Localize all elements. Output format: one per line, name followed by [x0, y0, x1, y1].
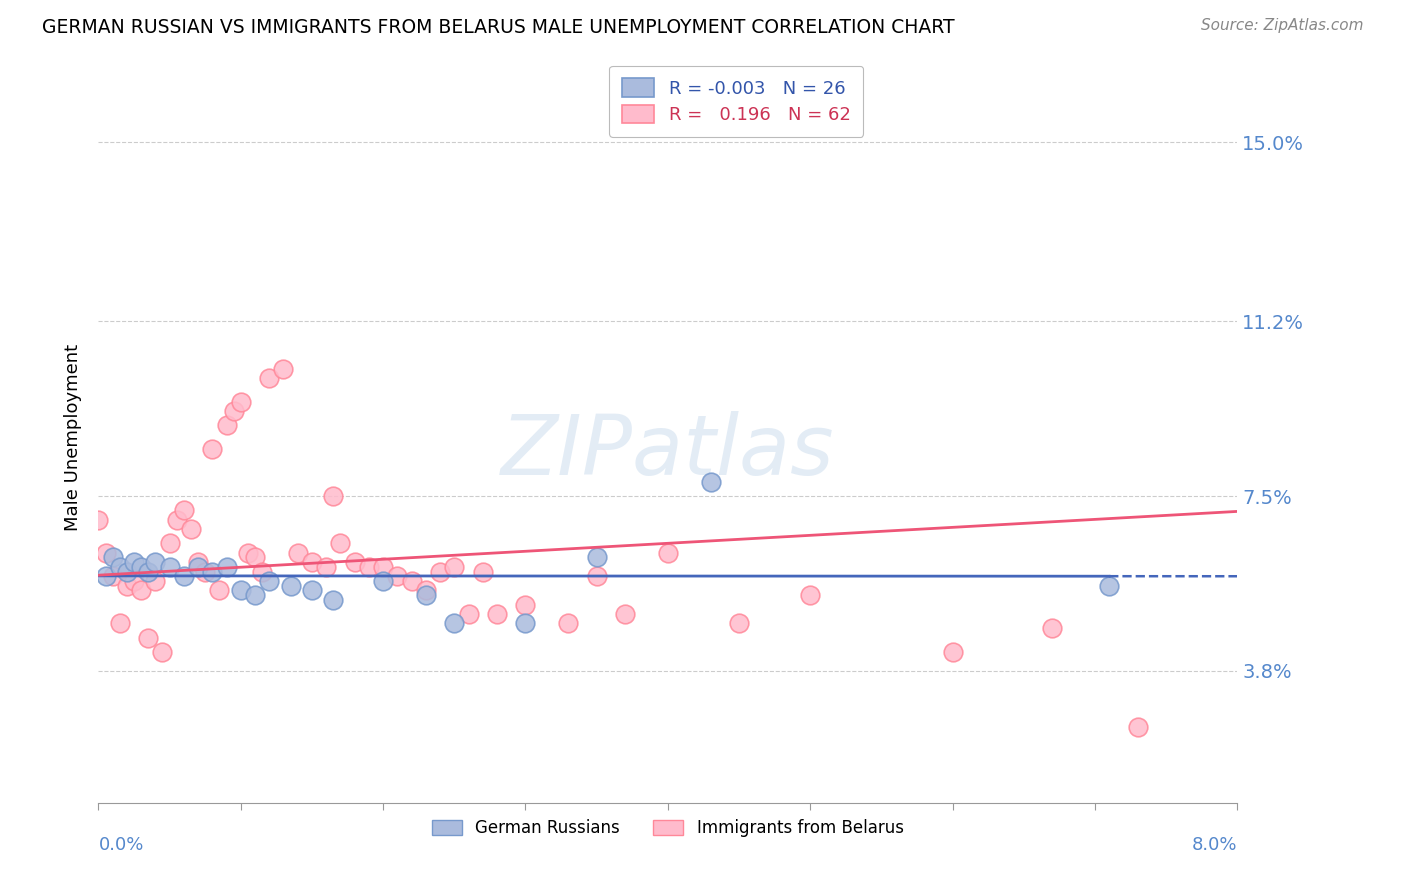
Point: [515, 616, 537, 631]
Point: [429, 565, 451, 579]
Point: [187, 555, 209, 569]
Point: [799, 588, 821, 602]
Point: [243, 550, 266, 565]
Point: [280, 579, 302, 593]
Point: [187, 559, 209, 574]
Point: [87, 513, 110, 527]
Text: 0.0%: 0.0%: [98, 836, 143, 854]
Point: [343, 555, 366, 569]
Point: [287, 546, 309, 560]
Point: [486, 607, 509, 621]
Point: [315, 559, 337, 574]
Point: [415, 583, 437, 598]
Point: [471, 565, 494, 579]
Point: [108, 616, 131, 631]
Point: [108, 559, 131, 574]
Point: [115, 565, 138, 579]
Point: [415, 588, 437, 602]
Point: [322, 593, 344, 607]
Point: [201, 442, 224, 456]
Point: [173, 569, 195, 583]
Point: [329, 536, 352, 550]
Point: [259, 574, 281, 588]
Point: [515, 598, 537, 612]
Point: [728, 616, 751, 631]
Point: [401, 574, 423, 588]
Point: [699, 475, 721, 489]
Point: [250, 565, 273, 579]
Point: [322, 489, 344, 503]
Point: [129, 559, 152, 574]
Point: [208, 583, 231, 598]
Point: [136, 631, 159, 645]
Point: [94, 546, 117, 560]
Point: [101, 550, 124, 565]
Point: [273, 361, 295, 376]
Point: [194, 565, 217, 579]
Point: [229, 583, 252, 598]
Point: [122, 555, 145, 569]
Point: [159, 559, 181, 574]
Point: [387, 569, 409, 583]
Text: Source: ZipAtlas.com: Source: ZipAtlas.com: [1201, 18, 1364, 33]
Point: [1126, 720, 1149, 734]
Point: [557, 616, 579, 631]
Point: [301, 555, 323, 569]
Point: [152, 645, 174, 659]
Point: [201, 565, 224, 579]
Text: ZIPatlas: ZIPatlas: [501, 411, 835, 492]
Point: [1040, 621, 1063, 635]
Point: [614, 607, 637, 621]
Point: [101, 569, 124, 583]
Point: [180, 522, 202, 536]
Point: [215, 418, 238, 433]
Point: [115, 579, 138, 593]
Point: [145, 555, 167, 569]
Point: [443, 559, 465, 574]
Point: [215, 559, 238, 574]
Point: [129, 583, 152, 598]
Text: 8.0%: 8.0%: [1192, 836, 1237, 854]
Point: [443, 616, 465, 631]
Y-axis label: Male Unemployment: Male Unemployment: [63, 343, 82, 531]
Point: [657, 546, 679, 560]
Point: [229, 394, 252, 409]
Point: [371, 559, 394, 574]
Point: [457, 607, 479, 621]
Point: [357, 559, 380, 574]
Point: [942, 645, 965, 659]
Point: [166, 513, 188, 527]
Legend: German Russians, Immigrants from Belarus: German Russians, Immigrants from Belarus: [423, 811, 912, 846]
Point: [243, 588, 266, 602]
Point: [122, 574, 145, 588]
Point: [236, 546, 259, 560]
Point: [301, 583, 323, 598]
Text: GERMAN RUSSIAN VS IMMIGRANTS FROM BELARUS MALE UNEMPLOYMENT CORRELATION CHART: GERMAN RUSSIAN VS IMMIGRANTS FROM BELARU…: [42, 18, 955, 37]
Point: [94, 569, 117, 583]
Point: [585, 550, 607, 565]
Point: [145, 574, 167, 588]
Point: [259, 371, 281, 385]
Point: [136, 565, 159, 579]
Point: [1098, 579, 1121, 593]
Point: [222, 404, 245, 418]
Point: [159, 536, 181, 550]
Point: [371, 574, 394, 588]
Point: [173, 503, 195, 517]
Point: [585, 569, 607, 583]
